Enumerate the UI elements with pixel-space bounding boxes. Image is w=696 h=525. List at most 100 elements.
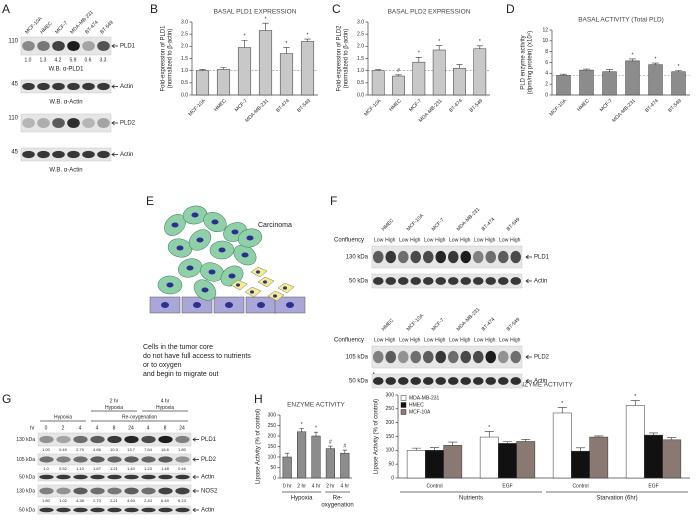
blot-band [385, 350, 396, 364]
y-axis-label: (normalized to β-actin) [344, 29, 350, 89]
blot-band [385, 250, 396, 264]
band-quant: 1.0 [43, 466, 49, 471]
band-quant: 1.21 [110, 466, 119, 471]
blot-band [22, 82, 35, 91]
blot-band [107, 487, 122, 495]
blot-membrane [371, 345, 523, 369]
nucleus [250, 290, 254, 294]
band-quant: 16.6 [161, 447, 170, 452]
group-label: oxygenation [321, 503, 353, 509]
nucleus [225, 302, 233, 308]
y-axis-label: Fold-expression of PLD2 [337, 25, 343, 92]
mw-marker: 50 kDa [19, 507, 35, 513]
blot-band [398, 377, 409, 385]
band-quant: 1.10 [76, 466, 85, 471]
blot-band [90, 474, 105, 480]
target-label: PLD2 [534, 355, 550, 361]
band-quant: 1.23 [144, 466, 153, 471]
blot-band [56, 474, 71, 480]
target-label: PLD1 [120, 44, 136, 50]
target-label: Actin [201, 475, 214, 481]
blot-band [373, 277, 384, 285]
panel-label: E [146, 194, 154, 208]
band-quant: 13.7 [127, 447, 136, 452]
error-bar [395, 74, 402, 77]
blot-band [448, 350, 459, 364]
blot-band [124, 435, 139, 444]
significance-mark: * [634, 394, 636, 400]
nucleus [201, 287, 209, 293]
y-axis-label: Lipase Activity (% of control) [256, 409, 262, 484]
mw-marker: 105 kDa [16, 457, 35, 463]
error-bar [583, 68, 590, 71]
blot-band [158, 456, 173, 463]
significance-mark: * [678, 64, 680, 70]
blot-band [498, 350, 509, 364]
significance-mark: # [329, 439, 332, 445]
blot-band [97, 82, 110, 91]
confluency-low: Low [399, 337, 409, 343]
blot-band [460, 277, 471, 285]
panel-label: F [330, 194, 337, 208]
blot-band [460, 377, 471, 385]
blot-band [158, 487, 173, 495]
x-tick-label: 2 hr [326, 483, 335, 489]
bar [602, 71, 617, 96]
blot-band [56, 456, 71, 463]
bar [371, 70, 385, 96]
blot-band [373, 250, 384, 264]
blot-caption: W.B. α-Actin [49, 168, 82, 174]
condition-label: Hypoxia [54, 414, 72, 420]
blot-band [39, 456, 54, 463]
arrow [192, 488, 199, 494]
bar [258, 30, 273, 96]
confluency-low: Low [474, 337, 484, 343]
significance-mark: * [488, 425, 490, 431]
blot-band [423, 377, 434, 385]
band-quant: 4.38 [76, 498, 85, 503]
y-tick-label: 250 [386, 406, 395, 412]
blot-band [97, 117, 110, 129]
y-tick-label: 2.0 [357, 44, 364, 50]
blot-band [82, 117, 95, 129]
error-bar [630, 400, 640, 406]
arrow [192, 507, 199, 513]
blot-band [39, 474, 54, 480]
band-quant: 1.3 [40, 57, 47, 63]
significance-mark: * [315, 426, 317, 432]
legend-label: MCF-10A [409, 409, 431, 415]
significance-mark: * [418, 51, 420, 57]
band-quant: 0.49 [59, 447, 68, 452]
blot-band [435, 377, 446, 385]
y-axis-label: Fold-expression of PLD1 [161, 25, 167, 92]
bar [644, 434, 663, 479]
blot-band [510, 277, 521, 285]
blot-band [97, 150, 110, 159]
bar [432, 49, 446, 96]
time-value: 8 [113, 425, 116, 431]
panel-label: G [2, 392, 11, 406]
y-tick-label: 0.0 [357, 92, 364, 98]
time-value: 8 [164, 425, 167, 431]
confluency-high: High [460, 237, 471, 243]
blot-band [37, 40, 50, 52]
confluency-low: Low [399, 237, 409, 243]
band-quant: 1.80 [42, 498, 51, 503]
blot-membrane [371, 245, 523, 269]
blot-band [22, 150, 35, 159]
error-bar [342, 449, 347, 454]
legend-swatch [400, 409, 407, 415]
blot-band [473, 377, 484, 385]
error-bar [285, 452, 290, 457]
y-tick-label: 1.0 [357, 68, 364, 74]
error-bar [429, 447, 440, 451]
blot-band [510, 350, 521, 364]
condition-label: 2 hr [110, 398, 119, 404]
x-tick-label: EGF [502, 483, 512, 489]
arrow [111, 120, 118, 126]
blot-band [56, 507, 71, 513]
bar [479, 436, 499, 479]
nucleus [286, 302, 294, 308]
blot-band [158, 435, 173, 444]
